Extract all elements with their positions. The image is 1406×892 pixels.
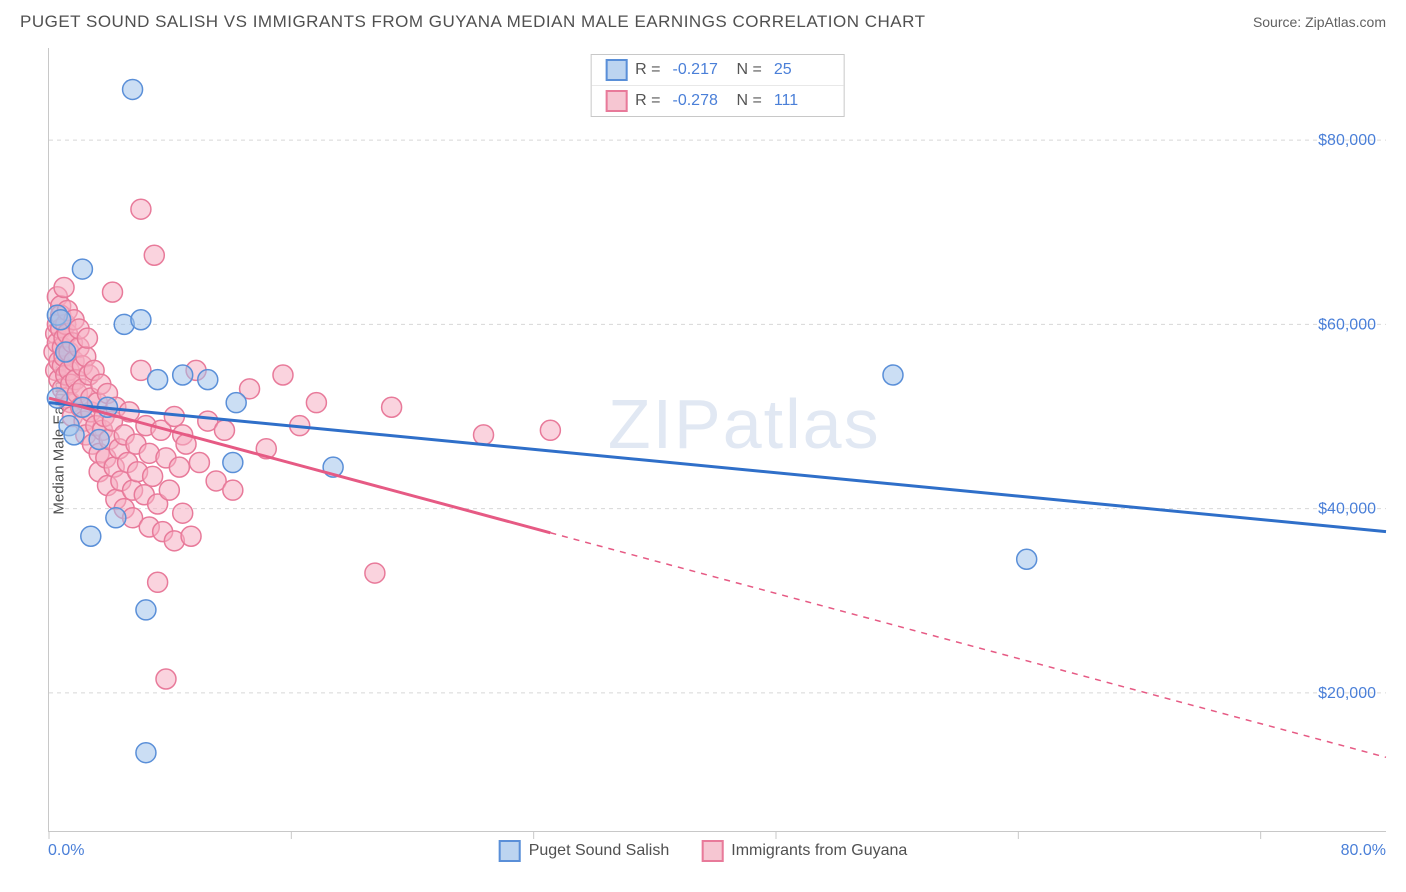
legend-r-value: -0.217	[673, 61, 729, 79]
chart-title: PUGET SOUND SALISH VS IMMIGRANTS FROM GU…	[20, 12, 925, 32]
legend-swatch	[701, 840, 723, 862]
legend-correlation-box: R = -0.217 N = 25 R = -0.278 N = 111	[590, 54, 845, 117]
legend-n-value: 25	[774, 61, 830, 79]
legend-r-label: R =	[635, 61, 660, 79]
legend-r-value: -0.278	[673, 92, 729, 110]
scatter-plot-svg: $20,000 $40,000 $60,000 $80,000	[49, 48, 1386, 831]
legend-correlation-row: R = -0.217 N = 25	[591, 55, 844, 86]
legend-n-label: N =	[737, 92, 762, 110]
legend-series-label: Immigrants from Guyana	[731, 842, 907, 860]
legend-swatch	[605, 90, 627, 112]
legend-series-label: Puget Sound Salish	[529, 842, 670, 860]
chart-plot-area: Median Male Earnings ZIPatlas R =-0.217N…	[48, 48, 1386, 832]
svg-text:$80,000: $80,000	[1318, 132, 1376, 149]
legend-n-value: 111	[774, 92, 830, 110]
x-axis-min-label: 0.0%	[48, 842, 84, 860]
source-attribution: Source: ZipAtlas.com	[1253, 14, 1386, 30]
legend-swatch	[499, 840, 521, 862]
svg-text:$40,000: $40,000	[1318, 501, 1376, 518]
svg-text:$20,000: $20,000	[1318, 685, 1376, 702]
legend-n-label: N =	[737, 61, 762, 79]
x-axis-max-label: 80.0%	[1341, 842, 1386, 860]
legend-swatch	[605, 59, 627, 81]
legend-series-item: Immigrants from Guyana	[701, 840, 907, 862]
legend-series-item: Puget Sound Salish	[499, 840, 670, 862]
legend-correlation-row: R = -0.278 N = 111	[591, 86, 844, 116]
legend-series: Puget Sound Salish Immigrants from Guyana	[499, 840, 908, 862]
legend-r-label: R =	[635, 92, 660, 110]
svg-text:$60,000: $60,000	[1318, 316, 1376, 333]
